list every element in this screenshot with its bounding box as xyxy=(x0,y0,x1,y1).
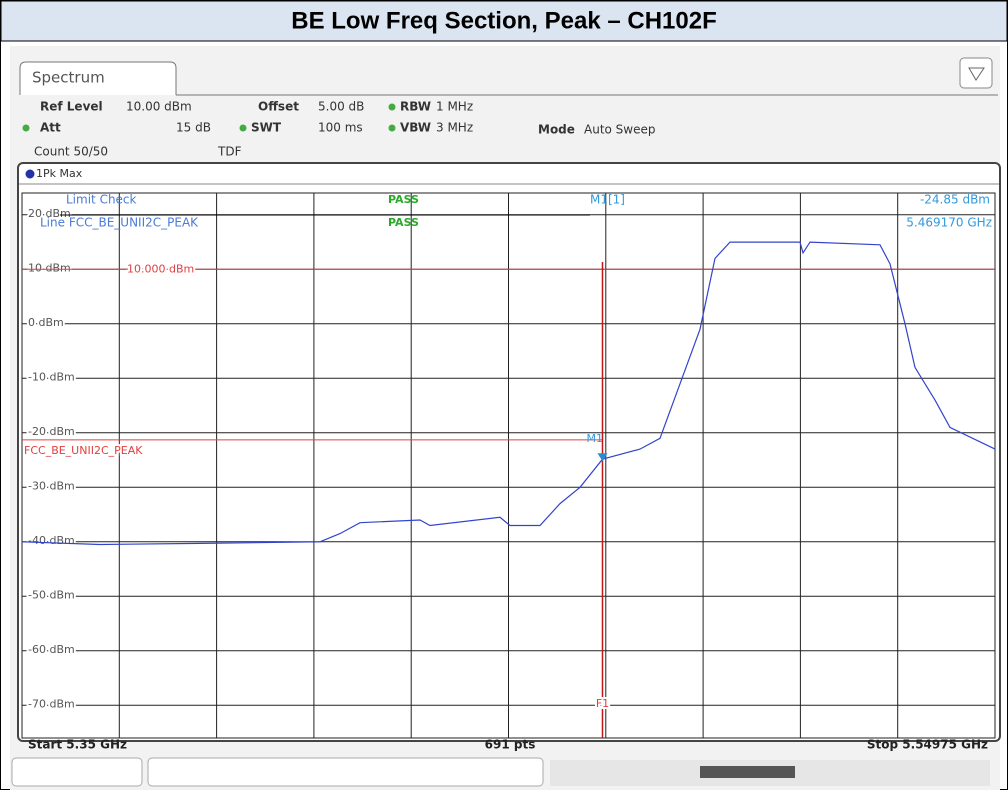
indicator xyxy=(239,124,247,132)
marker-label: M1 xyxy=(586,432,603,445)
y-tick-label: -10 dBm xyxy=(28,370,75,383)
trace-indicator xyxy=(25,169,35,179)
start-label: Start 5.35 GHz xyxy=(28,738,127,752)
y-tick-label: 0 dBm xyxy=(28,316,64,329)
trace xyxy=(21,241,996,546)
limit-check-result: PASS xyxy=(388,193,419,206)
menu-icon xyxy=(968,67,985,81)
setting-name: Offset xyxy=(258,100,299,114)
marker xyxy=(597,453,608,462)
setting-value: 5.00 dB xyxy=(318,100,364,114)
softkey[interactable] xyxy=(11,757,143,787)
tab-label[interactable]: Spectrum xyxy=(32,69,105,87)
title-bar xyxy=(0,0,1008,42)
setting-value: 100 ms xyxy=(318,121,363,135)
y-tick-label: 20 dBm xyxy=(28,207,71,220)
marker-name: M1[1] xyxy=(590,193,625,207)
y-tick-label: 10 dBm xyxy=(28,261,71,274)
setting-name: VBW xyxy=(400,121,431,135)
frequency-line-label: F1 xyxy=(596,697,609,710)
setting-name: Mode xyxy=(538,123,575,137)
y-tick-label: -30 dBm xyxy=(28,479,75,492)
indicator xyxy=(388,103,396,111)
limit-line-label: FCC_BE_UNII2C_PEAK xyxy=(24,444,143,457)
limit-line-result: PASS xyxy=(388,216,419,229)
status-icon xyxy=(700,766,795,778)
limit-line-name: Line FCC_BE_UNII2C_PEAK xyxy=(40,216,199,230)
display-line-label: 10.000 dBm xyxy=(127,262,194,275)
y-tick-label: -20 dBm xyxy=(28,425,75,438)
setting-name: Ref Level xyxy=(40,100,103,114)
tab[interactable] xyxy=(19,61,177,95)
setting-name: Att xyxy=(40,121,61,135)
indicator xyxy=(22,124,30,132)
setting-value: 3 MHz xyxy=(436,121,473,135)
menu-button[interactable] xyxy=(959,57,993,89)
setting-name: SWT xyxy=(251,121,282,135)
marker-frequency: 5.469170 GHz xyxy=(906,216,992,230)
setting-name: RBW xyxy=(400,100,431,114)
indicator xyxy=(388,124,396,132)
y-tick-label: -70 dBm xyxy=(28,697,75,710)
count: Count 50/50 xyxy=(34,145,108,159)
points-label: 691 pts xyxy=(485,738,536,752)
setting-value: 10.00 dBm xyxy=(126,100,192,114)
title: BE Low Freq Section, Peak – CH102F xyxy=(291,7,716,34)
trace-name: 1Pk Max xyxy=(36,167,83,180)
y-tick-label: -40 dBm xyxy=(28,534,75,547)
limit-check-label: Limit Check xyxy=(66,193,137,207)
setting-value: 1 MHz xyxy=(436,100,473,114)
tdf: TDF xyxy=(217,145,242,159)
marker-value: -24.85 dBm xyxy=(920,193,990,207)
stop-label: Stop 5.54975 GHz xyxy=(867,738,988,752)
setting-value: Auto Sweep xyxy=(584,123,656,137)
softkey[interactable] xyxy=(147,757,544,787)
y-tick-label: -50 dBm xyxy=(28,588,75,601)
y-tick-label: -60 dBm xyxy=(28,643,75,656)
setting-value: 15 dB xyxy=(176,121,211,135)
